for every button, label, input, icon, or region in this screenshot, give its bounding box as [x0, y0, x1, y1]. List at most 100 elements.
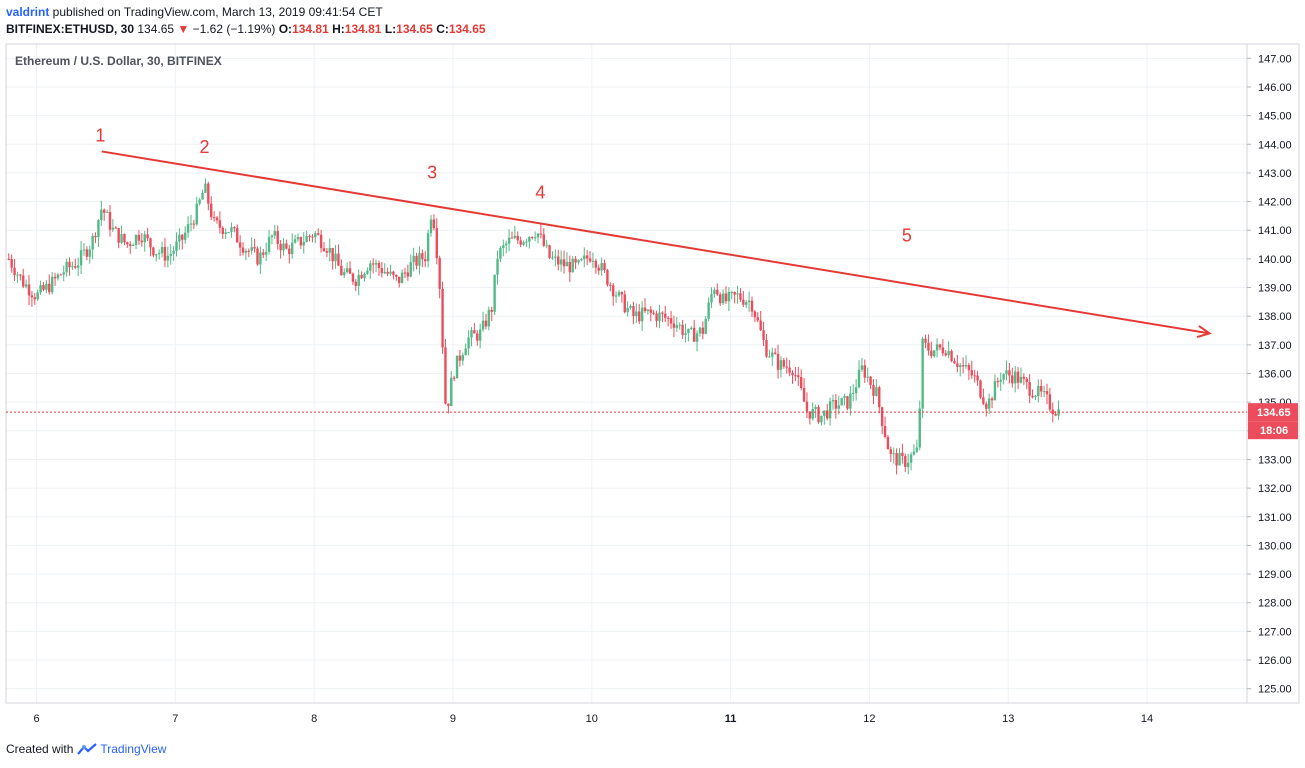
last-price: 134.65 [137, 22, 175, 36]
candle-body [259, 252, 262, 265]
tradingview-brand-link[interactable]: TradingView [100, 742, 167, 756]
candle-body [311, 236, 314, 238]
x-tick-label: 10 [586, 713, 598, 725]
candle-body [1031, 395, 1034, 398]
candle-body [973, 375, 976, 377]
candle-body [901, 452, 904, 457]
candle-body [24, 284, 28, 287]
change-arrow-icon: ▼ [177, 22, 190, 36]
candle-body [944, 353, 947, 356]
candle-body [1037, 385, 1040, 397]
candle-body [773, 352, 777, 354]
candle-body [406, 272, 410, 277]
candle-body [718, 294, 722, 304]
created-with-label: Created with [6, 742, 74, 756]
candle-body [583, 255, 586, 260]
candle-body [617, 292, 621, 296]
candle-body [484, 320, 488, 327]
candle-body [898, 452, 901, 466]
candle-body [238, 242, 242, 248]
candle-body [557, 256, 560, 265]
candle-body [990, 398, 994, 401]
candle-body [643, 307, 647, 312]
candle-body [481, 320, 485, 330]
candle-body [562, 259, 566, 267]
candle-body [924, 338, 927, 343]
candle-body [620, 292, 624, 295]
candle-body [603, 263, 606, 271]
candle-body [947, 350, 950, 356]
candle-body [591, 260, 595, 262]
candle-body [820, 415, 823, 423]
candle-body [742, 299, 745, 305]
candle-body [400, 272, 404, 284]
candle-body [123, 233, 126, 243]
candle-body [221, 227, 224, 234]
candle-body [262, 252, 265, 255]
author-link[interactable]: valdrint [6, 5, 50, 19]
candle-body [241, 247, 245, 253]
candle-body [779, 360, 783, 370]
candle-body [701, 327, 705, 334]
candle-body [82, 249, 86, 251]
candle-body [478, 329, 482, 341]
candle-body [967, 364, 971, 371]
trendline[interactable] [101, 150, 1212, 339]
candle-body [528, 237, 531, 242]
candle-body [68, 261, 71, 268]
candle-body [91, 235, 94, 250]
candle-body [545, 245, 548, 247]
annotation-label: 1 [95, 125, 105, 145]
candle-body [270, 235, 274, 238]
x-tick-label: 7 [172, 713, 178, 725]
y-tick-label: 128.00 [1258, 598, 1292, 610]
candle-body [730, 291, 733, 293]
candle-body [661, 312, 664, 314]
candle-body [444, 347, 447, 404]
candle-body [1016, 371, 1020, 383]
candle-body [519, 240, 522, 245]
price-axis[interactable]: 147.00 146.00 145.00 144.00 143.00 142.00 141.… [1247, 53, 1298, 696]
candle-body [704, 318, 707, 334]
candle-body [412, 255, 415, 263]
chart-frame [5, 43, 1300, 704]
y-tick-label: 129.00 [1258, 569, 1292, 581]
candle-body [369, 263, 372, 271]
trendline-segment[interactable] [101, 150, 1210, 335]
change-value: −1.62 (−1.19%) [192, 22, 276, 36]
candle-body [574, 258, 577, 263]
candle-body [776, 353, 780, 370]
candle-body [1022, 376, 1026, 379]
candle-body [97, 220, 100, 238]
candle-body [178, 234, 181, 242]
candle-body [953, 361, 956, 364]
candle-body [94, 235, 97, 238]
candle-body [551, 257, 554, 259]
candle-body [108, 212, 112, 230]
candle-body [334, 253, 337, 262]
candle-body [426, 233, 430, 262]
candle-body [487, 309, 491, 327]
candle-body [131, 245, 135, 247]
candle-body [985, 403, 988, 409]
candle-body [507, 237, 511, 244]
countdown-tag [1248, 421, 1298, 440]
candle-body [672, 323, 676, 328]
y-tick-label: 142.00 [1258, 197, 1292, 209]
candle-body [415, 255, 418, 266]
time-axis[interactable]: 6 7 8 9 10 11 12 13 14 [33, 713, 1153, 725]
candle-body [883, 426, 887, 437]
candle-body [383, 271, 386, 274]
candle-body [39, 285, 42, 293]
candle-body [866, 376, 869, 378]
candle-body [597, 267, 600, 271]
candle-body [340, 265, 343, 276]
footer: Created with TradingView [6, 742, 166, 756]
candle-body [909, 454, 913, 463]
y-tick-label: 133.00 [1258, 454, 1292, 466]
candle-body [317, 233, 320, 235]
candle-body [496, 258, 499, 275]
candle-body [588, 258, 592, 262]
candle-body [623, 294, 626, 313]
